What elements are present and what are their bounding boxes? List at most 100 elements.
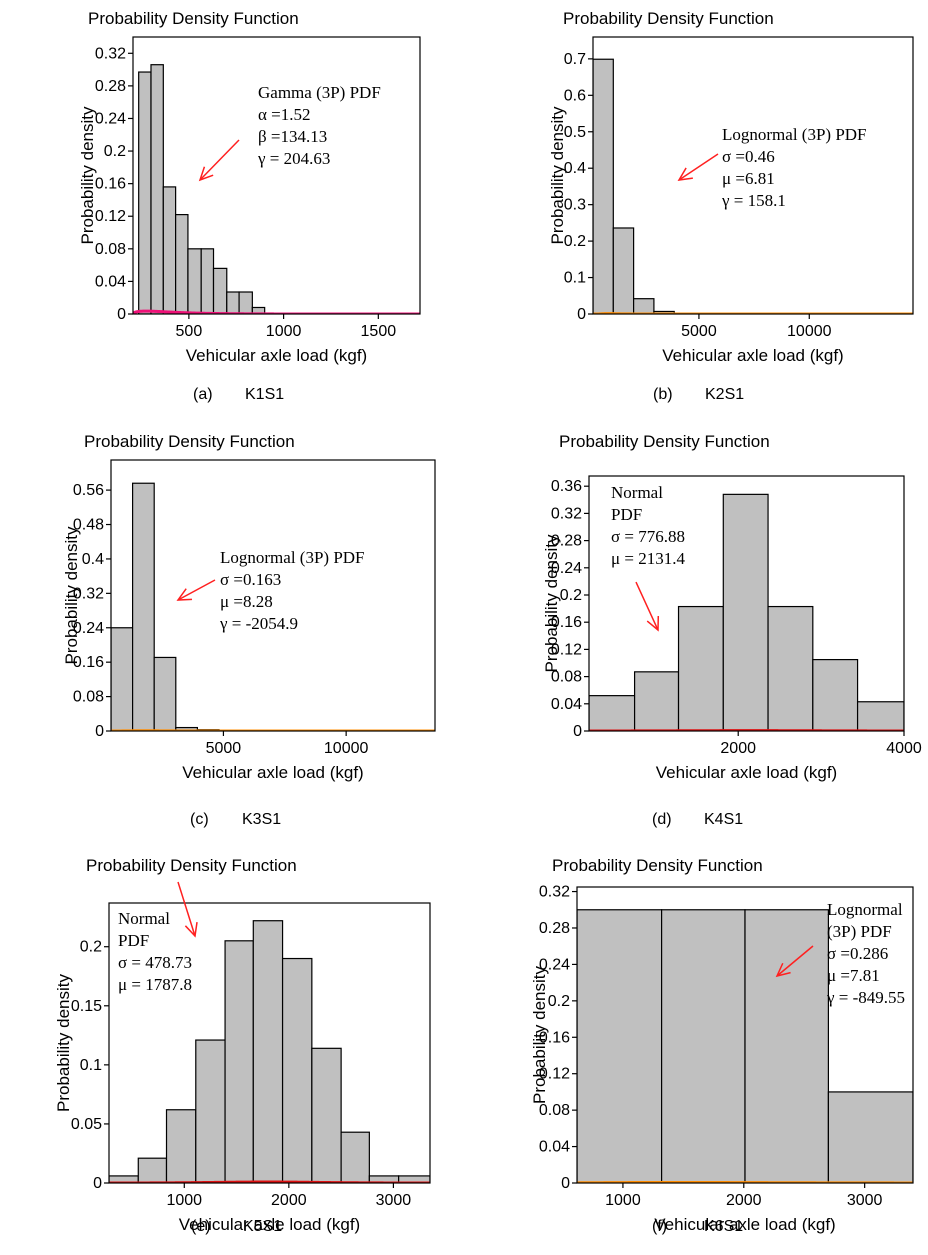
annotation-arrow: [635, 581, 659, 631]
histogram-bar: [212, 267, 228, 314]
y-tick-label: 0.36: [551, 478, 582, 495]
histogram-bar: [812, 658, 859, 731]
chart-panel-c: Probability Density Function 0 0.08 0.16 0.2…: [62, 432, 436, 828]
y-tick-label: 0.24: [73, 620, 104, 637]
fit-parameter-label: Lognormal (3P) PDF: [722, 125, 867, 144]
y-tick-label: 0.15: [71, 998, 102, 1015]
plot-frame: [108, 902, 431, 1184]
histogram-bar: [767, 605, 814, 731]
y-tick-label: 0: [117, 306, 126, 323]
y-tick-label: 0.16: [95, 176, 126, 193]
x-tick-label: 2000: [726, 1192, 762, 1209]
y-tick-label: 0.1: [80, 1057, 102, 1074]
plot-frame: [576, 886, 914, 1184]
y-tick-label: 0.16: [73, 654, 104, 671]
histogram-bar: [589, 695, 636, 731]
x-axis-label: Vehicular axle load (kgf): [179, 1215, 360, 1234]
x-tick-label: 1000: [166, 1192, 202, 1209]
panel-caption-name: K3S1: [242, 811, 281, 828]
panel-caption-name: K2S1: [705, 386, 744, 403]
y-tick-label: 0.3: [564, 197, 586, 214]
x-axis-label: Vehicular axle load (kgf): [654, 1215, 835, 1234]
histogram-bar: [281, 957, 313, 1183]
fit-parameter-label: σ =0.286: [827, 944, 888, 963]
fit-parameter-label: γ = -2054.9: [219, 614, 298, 633]
histogram-bar: [153, 656, 177, 731]
annotation-arrow-head: [775, 962, 791, 978]
histogram-bar: [856, 701, 904, 731]
histogram-bar: [252, 920, 284, 1183]
x-tick-label: 1000: [605, 1192, 641, 1209]
histogram-bar: [340, 1131, 370, 1183]
plot-frame: [592, 36, 914, 315]
y-tick-label: 0.24: [95, 110, 126, 127]
x-tick-label: 1000: [266, 323, 302, 340]
x-axis-label: Vehicular axle load (kgf): [182, 763, 363, 782]
histogram-bar: [111, 627, 134, 731]
y-axis-label: Probability density: [78, 106, 97, 244]
fit-parameter-label: γ = -849.55: [826, 988, 905, 1007]
chart-panel-a: Probability Density Function 0 0.04 0.08 0.1…: [78, 9, 421, 403]
histogram-bar: [138, 71, 152, 314]
chart-panel-d: Probability Density Function 0 0.04 0.08 0.1…: [542, 432, 922, 828]
fit-parameter-label: Lognormal (3P) PDF: [220, 548, 365, 567]
y-tick-label: 0.16: [551, 614, 582, 631]
histogram-bar: [633, 298, 655, 314]
panel-caption-name: K1S1: [245, 386, 284, 403]
annotation-arrow-head: [646, 615, 660, 632]
histogram-bar: [238, 291, 253, 314]
histogram-bar: [827, 1091, 913, 1183]
chart-title: Probability Density Function: [552, 856, 763, 875]
plot-frame: [132, 36, 421, 315]
panel-caption-letter: (f): [652, 1218, 667, 1235]
y-tick-label: 0.12: [551, 641, 582, 658]
histogram-bar: [251, 306, 266, 314]
fit-parameter-label: Normal: [611, 483, 663, 502]
histogram-bar: [677, 605, 724, 731]
fit-parameter-label: μ =8.28: [220, 592, 273, 611]
chart-panel-b: Probability Density Function 0 0.1 0.2 0.3 0.…: [548, 9, 914, 403]
chart-title: Probability Density Function: [84, 432, 295, 451]
fit-parameter-label: α =1.52: [258, 105, 311, 124]
x-tick-label: 10000: [787, 323, 832, 340]
fit-parameter-label: (3P) PDF: [827, 922, 892, 941]
histogram-bar: [722, 493, 769, 731]
plot-frame: [110, 459, 436, 732]
x-tick-label: 3000: [847, 1192, 883, 1209]
histogram-bar: [132, 482, 155, 731]
y-tick-label: 0.7: [564, 51, 586, 68]
annotation-arrow: [776, 945, 814, 977]
y-tick-label: 0.32: [551, 505, 582, 522]
panel-caption-letter: (e): [191, 1218, 211, 1235]
x-tick-label: 2000: [271, 1192, 307, 1209]
histogram-bar: [612, 227, 635, 314]
x-tick-label: 5000: [206, 740, 242, 757]
histogram-bar: [226, 291, 240, 314]
panel-caption-letter: (d): [652, 811, 672, 828]
y-tick-label: 0.28: [95, 78, 126, 95]
y-tick-label: 0: [93, 1175, 102, 1192]
x-axis-label: Vehicular axle load (kgf): [662, 346, 843, 365]
y-axis-label: Probability density: [530, 966, 549, 1104]
x-tick-label: 4000: [886, 740, 922, 757]
histogram-bar: [150, 64, 164, 314]
histogram-bar: [162, 186, 177, 314]
fit-parameter-label: γ = 158.1: [721, 191, 786, 210]
histogram-bar: [593, 58, 614, 314]
fit-parameter-label: μ = 2131.4: [611, 549, 685, 568]
y-tick-label: 0.4: [564, 160, 586, 177]
y-tick-label: 0: [561, 1175, 570, 1192]
y-tick-label: 0.1: [564, 270, 586, 287]
panel-caption-name: K4S1: [704, 811, 743, 828]
chart-panel-f: Probability Density Function 0 0.04 0.08 0.1…: [530, 856, 914, 1235]
histogram-bar: [175, 214, 189, 314]
histogram-bar: [311, 1047, 342, 1183]
annotation-arrow-head: [677, 167, 693, 181]
y-tick-label: 0.16: [539, 1029, 570, 1046]
histogram-bar: [661, 909, 746, 1183]
plot-frame: [588, 475, 905, 732]
y-axis-label: Probability density: [54, 974, 73, 1112]
histogram-bar: [195, 1039, 226, 1183]
y-axis-label: Probability density: [62, 526, 81, 664]
x-tick-label: 10000: [324, 740, 369, 757]
